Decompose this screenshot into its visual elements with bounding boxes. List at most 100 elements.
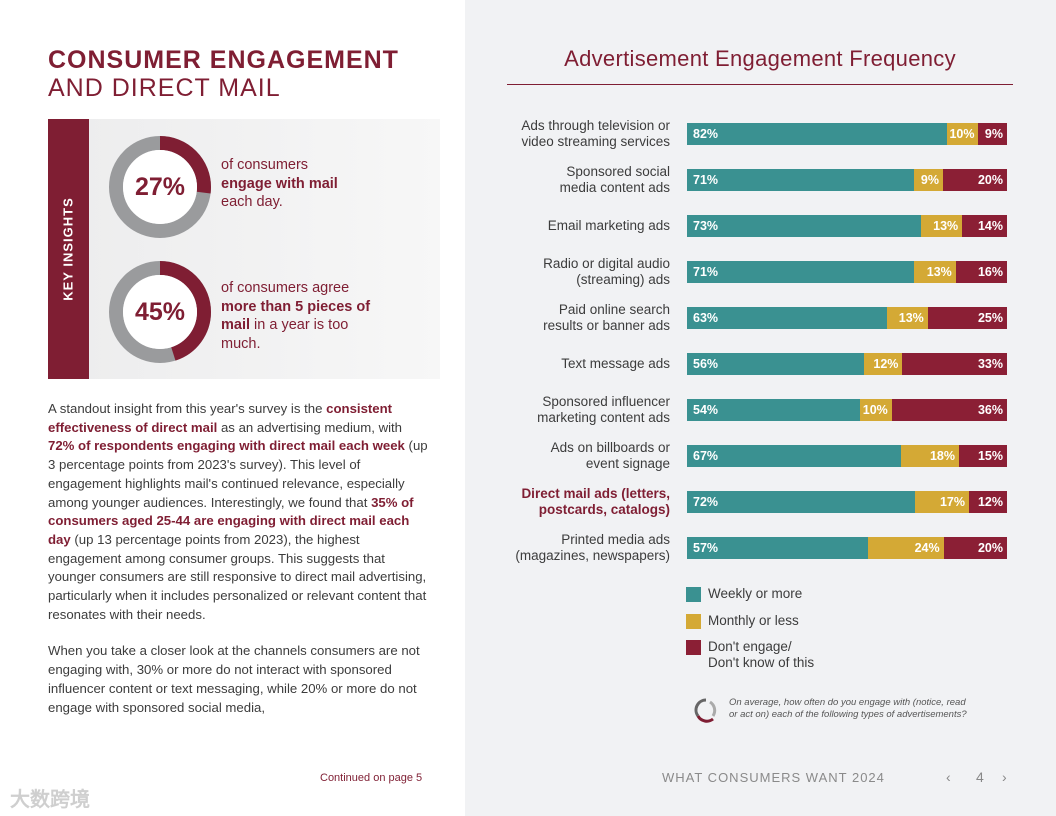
bar-segment-monthly: 18%: [901, 445, 959, 467]
key-insights-bar: KEY INSIGHTS: [48, 119, 89, 379]
bar-segment-weekly: 54%: [687, 399, 860, 421]
category-label: Ads through television or video streaming…: [470, 118, 670, 150]
insight-text: of consumers engage with mail each day.: [221, 156, 381, 212]
category-label-line: postcards, catalogs): [538, 502, 670, 517]
bar-segment-monthly: 9%: [914, 169, 943, 191]
category-label-line: Direct mail ads (letters,: [521, 486, 670, 501]
highlight-text: 72% of respondents engaging with direct …: [48, 438, 405, 454]
bar-segment-weekly: 82%: [687, 123, 947, 145]
category-label-line: Sponsored influencer: [542, 394, 670, 409]
category-label-line: Ads through television or: [521, 118, 670, 133]
right-page: Advertisement Engagement Frequency Ads t…: [465, 0, 1056, 816]
legend-label-line: Monthly or less: [708, 612, 799, 628]
insight-bold: engage with mail: [221, 175, 338, 192]
category-label: Sponsored social media content ads: [470, 164, 670, 196]
legend-label-line: Don't know of this: [708, 655, 815, 670]
category-label: Ads on billboards or event signage: [470, 440, 670, 472]
donut-percent: 27%: [134, 172, 186, 201]
bar-segment-monthly: 13%: [914, 261, 956, 283]
category-label-line: video streaming services: [521, 134, 670, 149]
highlight-text: 35% of consumers aged 25-44 are engaging…: [48, 494, 414, 547]
bar-segment-weekly: 57%: [687, 537, 868, 559]
category-label-line: Ads on billboards or: [550, 440, 670, 455]
text-run: When you take a closer look at the chann…: [48, 643, 420, 715]
highlight-text: consistent effectiveness of direct mail: [48, 401, 393, 435]
bar-segment-monthly: 10%: [946, 123, 979, 145]
donut-chart: 27%: [109, 136, 211, 238]
category-label-line: (streaming) ads: [576, 272, 670, 287]
bar-segment-none: 15%: [959, 445, 1007, 467]
title-divider: [507, 84, 1013, 85]
body-text: A standout insight from this year's surv…: [48, 400, 428, 735]
bar-segment-monthly: 12%: [864, 353, 903, 375]
category-label-line: Printed media ads: [561, 532, 670, 547]
bar-segment-none: 20%: [943, 169, 1007, 191]
survey-question-icon: [694, 698, 717, 723]
category-label-line: Paid online search: [558, 302, 670, 317]
category-label-line: (magazines, newspapers): [515, 548, 670, 563]
donut-percent: 45%: [134, 297, 186, 326]
donut-value-arc: [109, 261, 211, 363]
legend-swatch: [686, 640, 701, 655]
insight-pre: of consumers agree: [221, 280, 350, 296]
insight-pre: of consumers: [221, 157, 309, 173]
text-run: (up 3 percentage points from 2023's surv…: [48, 438, 428, 510]
category-label-line: Radio or digital audio: [543, 256, 670, 271]
category-label: Printed media ads (magazines, newspapers): [470, 532, 670, 564]
bar-segment-none: 16%: [955, 261, 1007, 283]
text-run: A standout insight from this year's surv…: [48, 401, 327, 416]
survey-question: On average, how often do you engage with…: [729, 697, 967, 721]
bar-segment-monthly: 13%: [920, 215, 963, 237]
bar-segment-weekly: 67%: [687, 445, 902, 467]
question-line: On average, how often do you engage with…: [729, 697, 966, 708]
category-label-line: event signage: [585, 456, 670, 471]
text-run: as an advertising medium, with: [217, 419, 403, 435]
donut-value-arc: [109, 136, 211, 238]
bar-segment-none: 33%: [902, 353, 1007, 375]
category-label-line: marketing content ads: [537, 410, 670, 425]
bar-segment-weekly: 71%: [687, 169, 915, 191]
insight-text: of consumers agree more than 5 pieces of …: [221, 279, 381, 353]
bar-segment-monthly: 13%: [886, 307, 928, 329]
legend-label-line: Weekly or more: [708, 586, 803, 601]
donut-chart: 45%: [109, 261, 211, 363]
legend-label: Monthly or less: [708, 613, 799, 629]
bar-segment-monthly: 24%: [867, 537, 944, 559]
page-number: 4: [976, 769, 984, 785]
category-label: Sponsored influencer marketing content ad…: [470, 394, 670, 426]
watermark: 大数跨境: [10, 789, 90, 811]
next-page-button[interactable]: ›: [1002, 769, 1007, 785]
prev-page-button[interactable]: ‹: [946, 769, 951, 785]
category-label: Email marketing ads: [470, 218, 670, 234]
continued-link[interactable]: Continued on page 5: [320, 772, 423, 784]
category-label-line: Text message ads: [561, 356, 670, 371]
legend-label-line: Don't engage/: [708, 639, 792, 654]
insight-bold: more than 5 pieces of mail: [221, 298, 371, 334]
paragraph: When you take a closer look at the chann…: [48, 642, 428, 717]
bar-segment-weekly: 63%: [687, 307, 887, 329]
category-label: Radio or digital audio (streaming) ads: [470, 256, 670, 288]
category-label: Direct mail ads (letters, postcards, cata…: [470, 486, 670, 518]
bar-segment-weekly: 72%: [687, 491, 916, 513]
page-subtitle: AND DIRECT MAIL: [48, 74, 281, 102]
insight-post: in a year is too much.: [221, 317, 349, 352]
category-label-line: media content ads: [559, 180, 670, 195]
category-label: Text message ads: [470, 356, 670, 372]
bar-segment-none: 36%: [891, 399, 1007, 421]
paragraph: A standout insight from this year's surv…: [48, 400, 428, 624]
text-run: (up 13 percentage points from 2023), the…: [48, 531, 427, 622]
insight-post: each day.: [221, 194, 283, 210]
left-page: CONSUMER ENGAGEMENT AND DIRECT MAIL KEY …: [0, 0, 465, 816]
key-insights-panel: KEY INSIGHTS 27% of consumers engage with …: [48, 119, 440, 379]
bar-segment-weekly: 73%: [687, 215, 921, 237]
key-insights-label: KEY INSIGHTS: [60, 197, 76, 301]
bar-segment-none: 14%: [962, 215, 1007, 237]
category-label-line: Email marketing ads: [547, 218, 670, 233]
bar-segment-none: 9%: [978, 123, 1007, 145]
page-title: CONSUMER ENGAGEMENT: [48, 46, 399, 74]
chart-title: Advertisement Engagement Frequency: [564, 46, 956, 71]
bar-segment-monthly: 10%: [859, 399, 892, 421]
legend-label: Weekly or more: [708, 586, 802, 602]
footer-title: WHAT CONSUMERS WANT 2024: [662, 770, 885, 785]
question-line: or act on) each of the following types o…: [729, 709, 967, 720]
